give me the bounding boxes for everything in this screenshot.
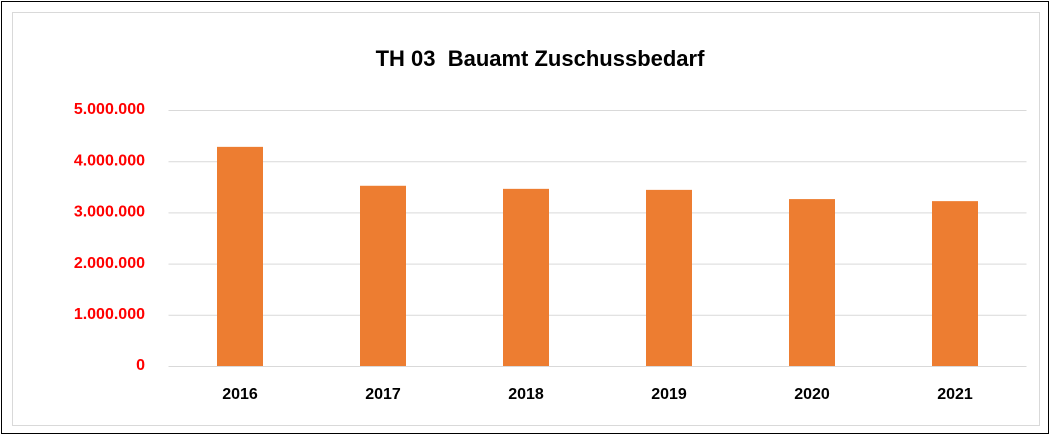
bar xyxy=(789,199,835,366)
bar xyxy=(360,185,406,366)
y-tick-label: 5.000.000 xyxy=(74,101,145,118)
x-tick-label: 2019 xyxy=(651,386,687,403)
x-tick-label: 2020 xyxy=(794,386,830,403)
y-tick-label: 0 xyxy=(136,357,145,374)
bar xyxy=(217,146,263,366)
y-tick-label: 2.000.000 xyxy=(74,255,145,272)
bar xyxy=(503,188,549,366)
bar xyxy=(932,201,978,366)
x-tick-label: 2016 xyxy=(222,386,258,403)
chart-title: TH 03 Bauamt Zuschussbedarf xyxy=(376,46,706,71)
x-tick-label: 2021 xyxy=(937,386,973,403)
bar xyxy=(646,189,692,366)
x-tick-label: 2018 xyxy=(508,386,544,403)
y-tick-label: 3.000.000 xyxy=(74,204,145,221)
y-tick-label: 4.000.000 xyxy=(74,152,145,169)
x-tick-label: 2017 xyxy=(365,386,401,403)
y-tick-label: 1.000.000 xyxy=(74,306,145,323)
